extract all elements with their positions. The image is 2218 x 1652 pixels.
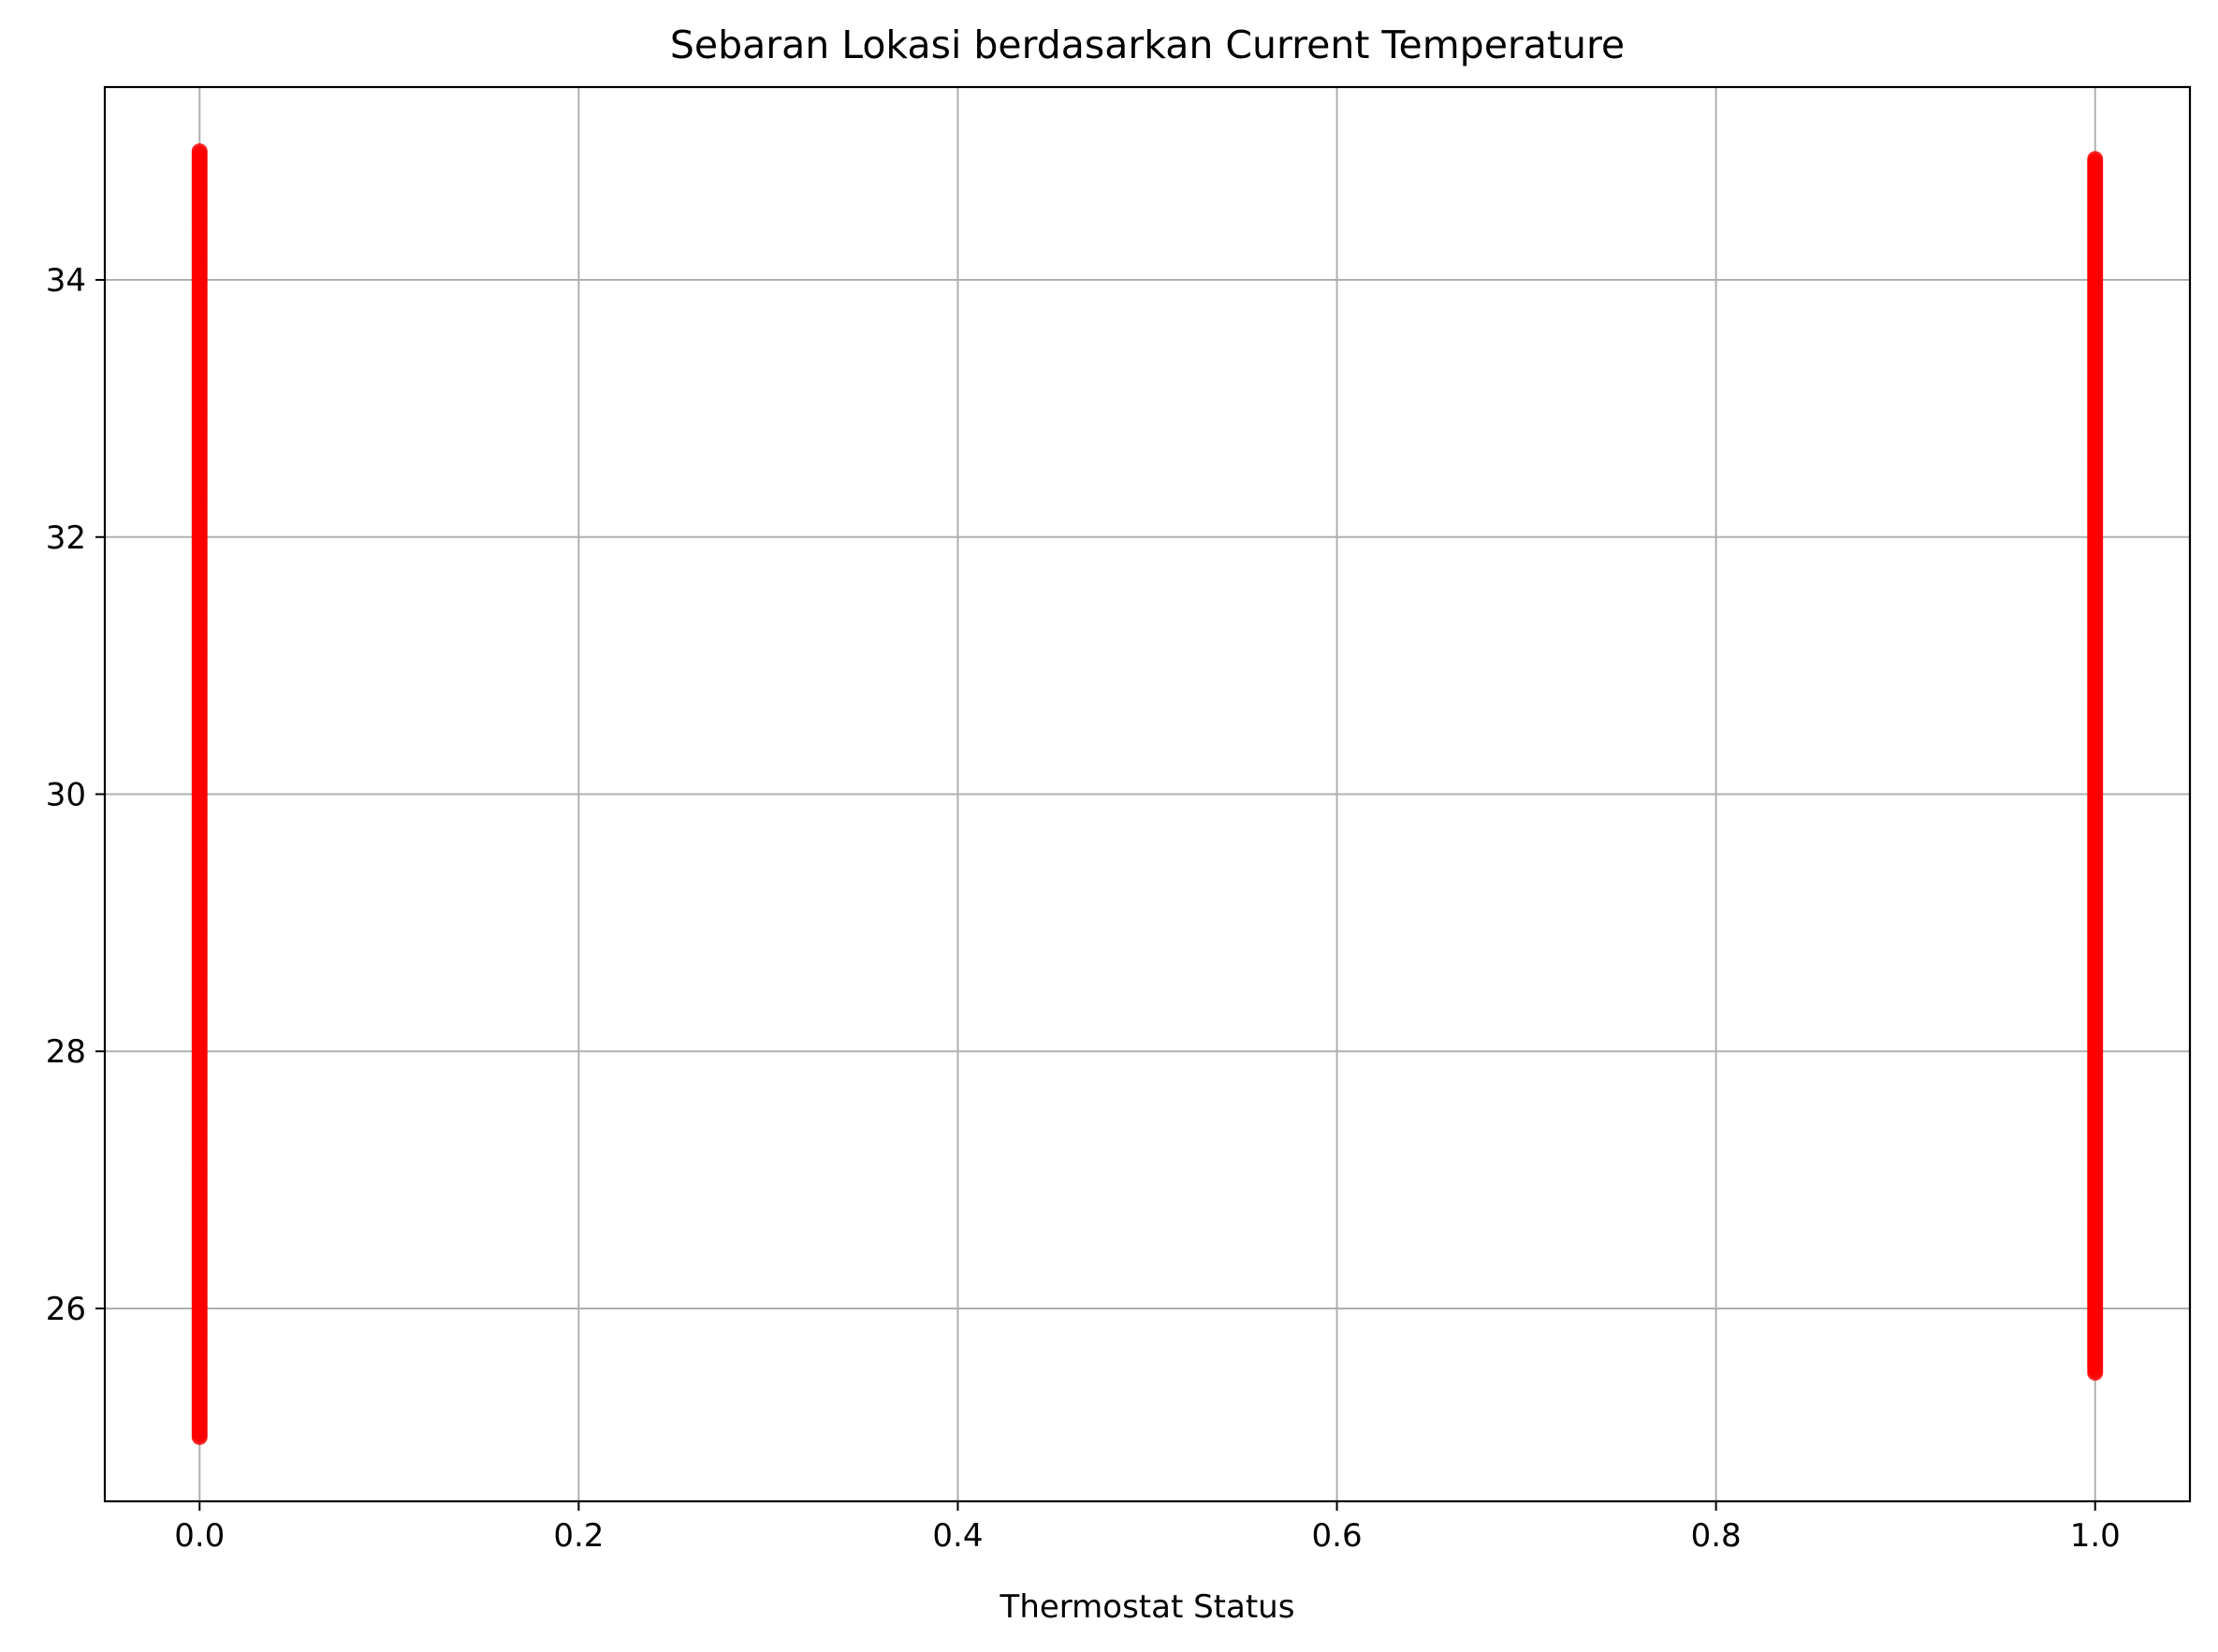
x-axis-label: Thermostat Status bbox=[1000, 1588, 1295, 1626]
y-tick-label: 28 bbox=[46, 1033, 86, 1071]
y-tick-label: 26 bbox=[46, 1291, 86, 1328]
x-tick-label: 1.0 bbox=[2070, 1517, 2121, 1555]
x-tick-label: 0.0 bbox=[174, 1517, 225, 1555]
y-tick-label: 30 bbox=[46, 777, 86, 814]
x-tick-label: 0.4 bbox=[932, 1517, 983, 1555]
x-tick-label: 0.2 bbox=[553, 1517, 604, 1555]
series-1-points bbox=[2087, 151, 2104, 1382]
series-0-points bbox=[191, 143, 208, 1445]
x-tick-label: 0.6 bbox=[1312, 1517, 1363, 1555]
data-point bbox=[191, 143, 208, 160]
data-point bbox=[2087, 151, 2104, 168]
y-axis-ticks: 26 28 30 32 34 bbox=[46, 262, 105, 1328]
y-tick-label: 32 bbox=[46, 519, 86, 557]
y-tick-label: 34 bbox=[46, 262, 86, 300]
data-points bbox=[191, 143, 2104, 1445]
x-axis-ticks: 0.0 0.2 0.4 0.6 0.8 1.0 bbox=[174, 1501, 2121, 1555]
chart-title: Sebaran Lokasi berdasarkan Current Tempe… bbox=[670, 22, 1625, 67]
x-tick-label: 0.8 bbox=[1691, 1517, 1742, 1555]
